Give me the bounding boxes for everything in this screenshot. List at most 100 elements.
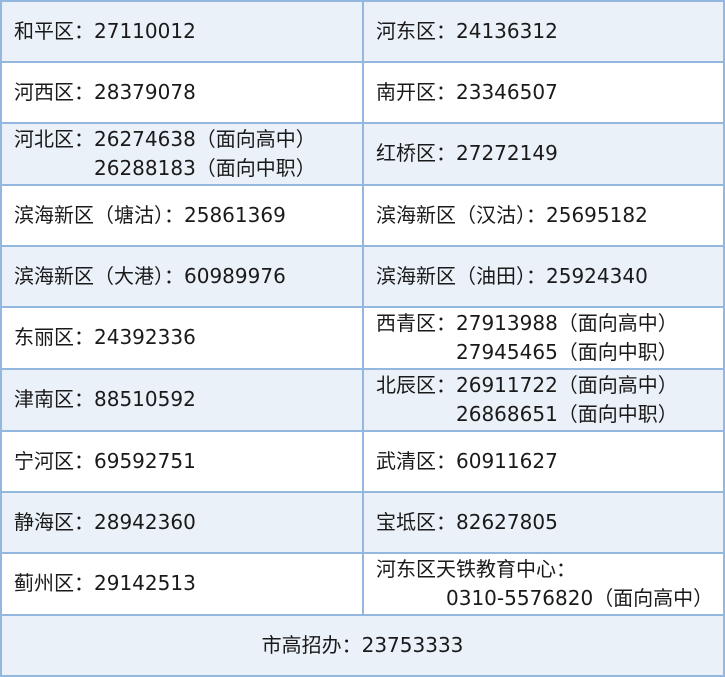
district-cell: 滨海新区（汉沽）： 25695182 [362, 183, 725, 247]
phone-number: 27110012 [94, 18, 196, 43]
phone-lines: 88510592 [94, 385, 196, 414]
phone-number: 25695182 [546, 202, 648, 227]
table-row: 静海区： 28942360 宝坻区： 82627805 [0, 490, 725, 554]
cell-content: 红桥区： 27272149 [376, 139, 723, 168]
phone-number: 23346507 [456, 79, 558, 104]
footer-row: 市高招办：23753333 [0, 613, 725, 677]
district-name: 滨海新区（油田）： [376, 263, 546, 288]
phone-lines: 27110012 [94, 17, 196, 46]
phone-lines: 29142513 [94, 569, 196, 598]
district-cell: 蓟州区： 29142513 [0, 551, 364, 616]
phone-lines: 27913988（面向高中） 27945465（面向中职） [456, 309, 678, 367]
district-cell: 滨海新区（塘沽）： 25861369 [0, 183, 364, 247]
phone-number: 28379078 [94, 79, 196, 104]
phone-number: 27272149 [456, 141, 558, 166]
phone-number: 60989976 [184, 263, 286, 288]
cell-block: 河东区天铁教育中心： 0310-5576820（面向高中） [376, 555, 723, 613]
phone-lines: 28379078 [94, 78, 196, 107]
district-name: 滨海新区（大港）： [14, 263, 184, 288]
cell-content: 南开区： 23346507 [376, 78, 723, 107]
phone-lines: 26911722（面向高中） 26868651（面向中职） [456, 371, 678, 429]
cell-content: 宁河区： 69592751 [14, 447, 362, 476]
phone-number: 26868651（面向中职） [456, 401, 678, 426]
cell-content: 武清区： 60911627 [376, 447, 723, 476]
office-name: 市高招办： [261, 632, 362, 657]
table-row: 宁河区： 69592751 武清区： 60911627 [0, 429, 725, 493]
district-cell: 红桥区： 27272149 [362, 121, 725, 186]
table-row: 津南区： 88510592 北辰区： 26911722（面向高中） 26868651（面… [0, 367, 725, 432]
table-row: 蓟州区： 29142513 河东区天铁教育中心： 0310-5576820（面向高中） [0, 551, 725, 616]
cell-content: 西青区： 27913988（面向高中） 27945465（面向中职） [376, 309, 723, 367]
cell-content: 滨海新区（汉沽）： 25695182 [376, 201, 723, 230]
phone-number: 88510592 [94, 387, 196, 412]
phone-number: 25861369 [184, 202, 286, 227]
table-row: 东丽区： 24392336 西青区： 27913988（面向高中） 27945465（面… [0, 305, 725, 370]
cell-content: 宝坻区： 82627805 [376, 508, 723, 537]
cell-content: 和平区： 27110012 [14, 17, 362, 46]
district-cell: 滨海新区（大港）： 60989976 [0, 244, 364, 308]
district-cell: 西青区： 27913988（面向高中） 27945465（面向中职） [362, 305, 725, 370]
district-cell: 滨海新区（油田）： 25924340 [362, 244, 725, 308]
phone-number: 25924340 [546, 263, 648, 288]
district-cell: 南开区： 23346507 [362, 60, 725, 124]
cell-content: 滨海新区（大港）： 60989976 [14, 262, 362, 291]
cell-content: 滨海新区（油田）： 25924340 [376, 262, 723, 291]
district-name: 宁河区： [14, 448, 94, 473]
table-row: 河北区： 26274638（面向高中） 26288183（面向中职） 红桥区： 2727… [0, 121, 725, 186]
district-name: 河北区： [14, 126, 94, 151]
district-name: 北辰区： [376, 372, 456, 397]
phone-number: 60911627 [456, 448, 558, 473]
phone-lines: 27272149 [456, 139, 558, 168]
cell-content: 蓟州区： 29142513 [14, 569, 362, 598]
district-cell: 北辰区： 26911722（面向高中） 26868651（面向中职） [362, 367, 725, 432]
cell-content: 北辰区： 26911722（面向高中） 26868651（面向中职） [376, 371, 723, 429]
district-cell: 津南区： 88510592 [0, 367, 364, 432]
district-name: 西青区： [376, 310, 456, 335]
phone-number: 27913988（面向高中） [456, 310, 678, 335]
phone-number: 28942360 [94, 509, 196, 534]
district-name: 和平区： [14, 18, 94, 43]
district-cell: 宝坻区： 82627805 [362, 490, 725, 554]
footer-cell: 市高招办：23753333 [0, 613, 725, 677]
phone-lines: 25861369 [184, 201, 286, 230]
cell-content: 河北区： 26274638（面向高中） 26288183（面向中职） [14, 125, 362, 183]
district-name: 津南区： [14, 387, 94, 412]
district-name: 武清区： [376, 448, 456, 473]
phone-lines: 23346507 [456, 78, 558, 107]
phone-lines: 69592751 [94, 447, 196, 476]
cell-content: 河西区： 28379078 [14, 78, 362, 107]
phone-number: 24392336 [94, 325, 196, 350]
district-name: 河东区天铁教育中心： [376, 556, 576, 581]
phone-lines: 60911627 [456, 447, 558, 476]
district-name: 蓟州区： [14, 571, 94, 596]
table-row: 和平区： 27110012 河东区： 24136312 [0, 0, 725, 63]
phone-number: 29142513 [94, 571, 196, 596]
district-cell: 宁河区： 69592751 [0, 429, 364, 493]
phone-lines: 25695182 [546, 201, 648, 230]
cell-content: 滨海新区（塘沽）： 25861369 [14, 201, 362, 230]
district-cell: 河东区天铁教育中心： 0310-5576820（面向高中） [362, 551, 725, 616]
phone-number: 0310-5576820（面向高中） [446, 585, 714, 610]
phone-lines: 24392336 [94, 323, 196, 352]
district-cell: 河北区： 26274638（面向高中） 26288183（面向中职） [0, 121, 364, 186]
phone-lines: 28942360 [94, 508, 196, 537]
table-row: 滨海新区（塘沽）： 25861369 滨海新区（汉沽）： 25695182 [0, 183, 725, 247]
district-name: 东丽区： [14, 325, 94, 350]
district-name: 滨海新区（塘沽）： [14, 202, 184, 227]
phone-lines: 26274638（面向高中） 26288183（面向中职） [94, 125, 316, 183]
cell-content: 静海区： 28942360 [14, 508, 362, 537]
table-row: 河西区： 28379078 南开区： 23346507 [0, 60, 725, 124]
district-name: 河西区： [14, 79, 94, 104]
phone-lines: 25924340 [546, 262, 648, 291]
phone-number: 27945465（面向中职） [456, 339, 678, 364]
district-name: 红桥区： [376, 141, 456, 166]
phone-lines: 82627805 [456, 508, 558, 537]
district-name: 静海区： [14, 509, 94, 534]
district-cell: 静海区： 28942360 [0, 490, 364, 554]
district-name: 宝坻区： [376, 509, 456, 534]
district-name: 滨海新区（汉沽）： [376, 202, 546, 227]
district-cell: 东丽区： 24392336 [0, 305, 364, 370]
district-cell: 和平区： 27110012 [0, 0, 364, 63]
district-name: 南开区： [376, 79, 456, 104]
